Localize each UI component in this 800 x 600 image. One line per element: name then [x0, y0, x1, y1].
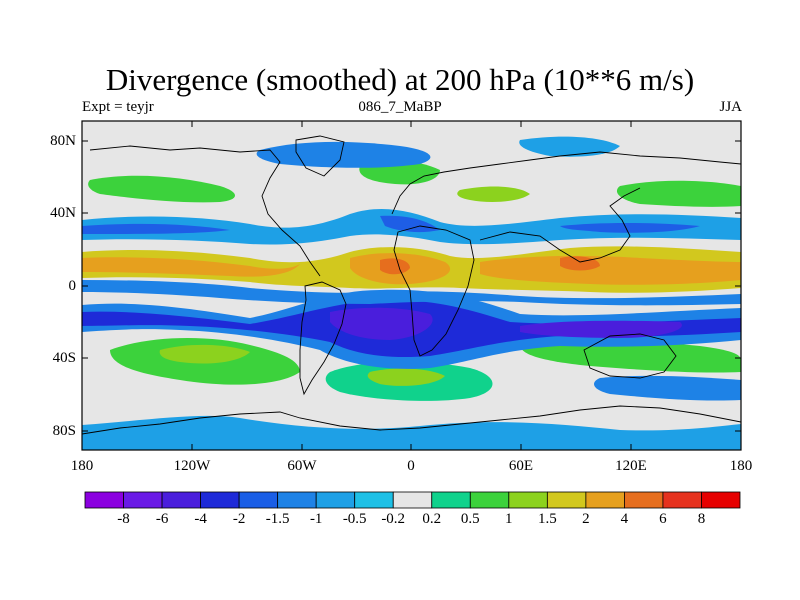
colorbar: [84, 491, 741, 509]
contour-eq-red: [380, 256, 600, 275]
colorbar-box-6: [315, 491, 356, 509]
colorbar-label: -8: [117, 511, 130, 527]
colorbar-box-1: [123, 491, 163, 509]
lon-label-180w: 180: [70, 458, 94, 474]
lon-label-120w: 120W: [173, 458, 211, 474]
lat-label-80s: 80S: [52, 423, 76, 439]
contour-eq-convergence: [82, 280, 741, 306]
colorbar-label: 0.2: [422, 511, 442, 527]
colorbar-box-5: [277, 491, 317, 509]
colorbar-box-3: [200, 491, 240, 509]
colorbar-box-12: [546, 491, 587, 509]
coast-australia: [583, 333, 677, 379]
colorbar-label: 0.5: [460, 511, 480, 527]
colorbar-label: 8: [697, 511, 706, 527]
lon-label-0: 0: [407, 458, 415, 474]
colorbar-box-13: [585, 491, 625, 509]
contour-north-blue-2: [256, 141, 431, 168]
contour-north-green-3: [616, 180, 741, 207]
colorbar-label: -4: [194, 511, 207, 527]
colorbar-box-7: [354, 491, 394, 509]
colorbar-box-4: [238, 491, 279, 509]
colorbar-label: 4: [620, 511, 629, 527]
contour-south-green-3: [520, 340, 741, 373]
colorbar-label: -2: [232, 511, 246, 527]
colorbar-label: -1: [309, 511, 323, 527]
colorbar-box-14: [624, 491, 664, 509]
colorbar-label: 1.5: [538, 511, 557, 527]
lat-label-80n: 80N: [50, 133, 76, 149]
contour-south-blue: [82, 415, 741, 450]
coast-europe: [391, 151, 741, 215]
contour-north-green-4: [457, 186, 530, 202]
lon-label-120e: 120E: [615, 458, 647, 474]
colorbar-box-11: [508, 491, 548, 509]
colorbar-label: -0.2: [381, 511, 406, 527]
coast-greenland: [295, 135, 345, 177]
coast-africa: [393, 225, 475, 357]
plot-title: Divergence (smoothed) at 200 hPa (10**6 …: [105, 62, 695, 97]
case-label: 086_7_MaBP: [358, 99, 442, 115]
colorbar-label: 6: [659, 511, 667, 527]
coastlines: [82, 135, 741, 435]
colorbar-box-2: [161, 491, 201, 509]
colorbar-label: 1: [505, 511, 513, 527]
contour-north-green-1: [88, 175, 235, 203]
coast-south-america: [299, 281, 347, 396]
colorbar-box-15: [662, 491, 702, 509]
lon-label-60e: 60E: [508, 458, 534, 474]
colorbar-label: 2: [582, 511, 590, 527]
contour-south-blue-2: [594, 375, 741, 401]
contour-north-blue-core: [82, 215, 700, 234]
coast-asia-south: [479, 187, 641, 263]
contour-south-conv-peak: [330, 307, 433, 340]
lon-label-60w: 60W: [287, 458, 317, 474]
lat-label-40n: 40N: [50, 205, 76, 221]
lat-label-0: 0: [68, 278, 77, 294]
lon-label-180e: 180: [729, 458, 753, 474]
colorbar-label: -1.5: [265, 511, 290, 527]
colorbar-box-8: [392, 491, 433, 509]
contour-south-yellow-2: [367, 368, 445, 386]
experiment-label: Expt = teyjr: [82, 99, 154, 115]
contour-north-blue-3: [519, 136, 620, 157]
coast-antarctica: [82, 405, 741, 435]
colorbar-box-16: [701, 491, 741, 509]
colorbar-box-10: [469, 491, 510, 509]
colorbar-box-0: [84, 491, 124, 509]
coast-north-america: [89, 145, 321, 277]
season-label: JJA: [719, 99, 742, 115]
colorbar-label: -0.5: [342, 511, 367, 527]
lat-label-40s: 40S: [52, 350, 76, 366]
colorbar-box-9: [431, 491, 471, 509]
contour-south-conv-peak-2: [520, 320, 682, 338]
field-layer: [82, 121, 741, 450]
colorbar-label: -6: [155, 511, 169, 527]
axis-ticks: [81, 121, 742, 450]
contour-south-yellow-1: [159, 344, 250, 364]
